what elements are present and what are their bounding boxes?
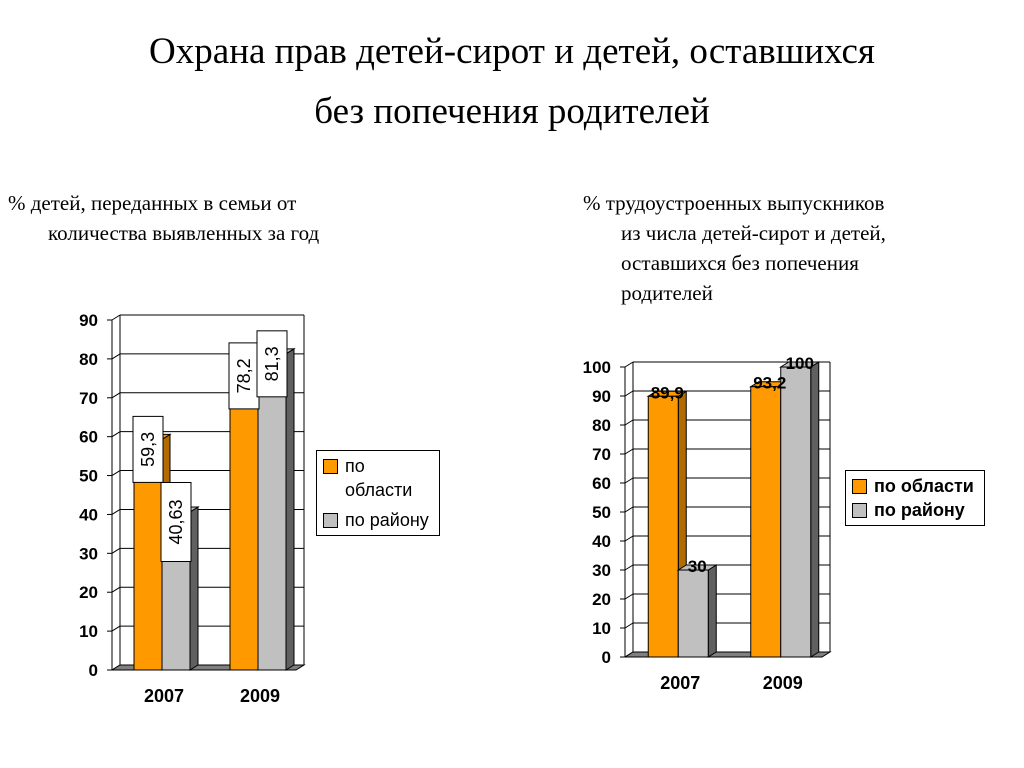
bar-front	[750, 386, 782, 658]
gridline-diagonal	[624, 361, 634, 368]
gridline-diagonal	[111, 509, 121, 515]
data-label: 40,63	[160, 481, 192, 562]
page-title: Охрана прав детей-сирот и детей, оставши…	[0, 22, 1024, 142]
y-tick-label: 100	[583, 358, 611, 377]
data-label: 81,3	[256, 330, 288, 398]
bar-side	[707, 564, 717, 658]
legend-item-oblast: по области	[852, 474, 978, 498]
data-label: 100	[786, 354, 814, 373]
gridline-diagonal	[624, 477, 634, 484]
legend-swatch-rayon	[323, 513, 338, 528]
y-tick-label: 30	[79, 544, 98, 563]
y-tick-label: 80	[592, 416, 611, 435]
right-caption-line-3: оставшихся без попечения	[621, 251, 859, 275]
data-label: 59,3	[132, 415, 164, 483]
chart-1: 0 10 20 30 40 50 60 70 80 90 2007 2009 59,3 40,63 78,2…	[79, 311, 306, 706]
gridline-diagonal	[111, 470, 121, 476]
y-tick-label: 70	[79, 389, 98, 408]
y-tick-label: 0	[89, 661, 98, 680]
left-caption-line-2: количества выявленных за год	[48, 221, 320, 245]
legend-label-oblast: по области	[345, 456, 413, 500]
y-tick-label: 20	[79, 583, 98, 602]
data-label-box	[160, 481, 192, 562]
y-tick-label: 70	[592, 445, 611, 464]
y-tick-label: 50	[592, 503, 611, 522]
data-label: 93,2	[753, 374, 786, 393]
bar-front	[677, 569, 709, 658]
gridline-diagonal	[111, 353, 121, 360]
y-tick-label: 40	[79, 505, 98, 524]
gridline-diagonal	[624, 593, 634, 600]
data-label-text: 40,63	[166, 499, 186, 544]
gridline-diagonal	[624, 390, 634, 397]
data-label: 78,2	[228, 342, 260, 410]
right-chart-legend: по области по району	[845, 470, 985, 526]
x-tick-label: 2007	[660, 673, 700, 693]
y-tick-label: 80	[79, 350, 98, 369]
left-chart-caption: % детей, переданных в семьи от количеств…	[8, 188, 438, 248]
bar-side	[810, 361, 820, 658]
bar-front	[257, 353, 287, 671]
gridline-diagonal	[111, 547, 121, 554]
x-tick-label: 2007	[144, 686, 184, 706]
right-caption-line-1: % трудоустроенных выпускников	[583, 191, 885, 215]
data-label-text: 59,3	[138, 432, 158, 467]
right-caption-line-2: из числа детей-сирот и детей,	[621, 221, 886, 245]
legend-swatch-oblast	[323, 459, 338, 474]
gridline-diagonal	[111, 586, 121, 593]
bar-front	[647, 395, 679, 658]
gridline-diagonal	[111, 392, 121, 399]
legend-label-oblast: по области	[874, 476, 974, 496]
legend-swatch-rayon	[852, 503, 867, 518]
y-tick-label: 90	[79, 311, 98, 330]
y-tick-label: 50	[79, 467, 98, 486]
y-tick-label: 10	[592, 619, 611, 638]
data-label-text: 78,2	[234, 358, 254, 393]
gridline-diagonal	[111, 625, 121, 632]
y-tick-label: 0	[602, 648, 611, 667]
gridline-diagonal	[624, 419, 634, 426]
bar-rayon-2007	[676, 564, 718, 658]
right-caption-line-4: родителей	[621, 281, 713, 305]
gridline-diagonal	[624, 564, 634, 571]
y-tick-label: 90	[592, 387, 611, 406]
y-tick-label: 10	[79, 622, 98, 641]
y-tick-label: 20	[592, 590, 611, 609]
x-tick-label: 2009	[763, 673, 803, 693]
chart-2: 0 10 20 30 40 50 60 70 80 90 100 2007 2009 89,9 30 93,2…	[583, 354, 832, 693]
y-tick-label: 60	[592, 474, 611, 493]
legend-item-rayon: по району	[852, 498, 978, 522]
y-tick-label: 30	[592, 561, 611, 580]
bar-front	[229, 365, 259, 671]
right-chart-caption: % трудоустроенных выпускников из числа д…	[583, 188, 1013, 308]
data-label: 30	[688, 557, 707, 576]
legend-item-oblast: по области	[323, 454, 433, 502]
bar-front	[780, 366, 812, 658]
data-label-text: 81,3	[262, 346, 282, 381]
x-tick-label: 2009	[240, 686, 280, 706]
legend-label-rayon: по району	[874, 500, 965, 520]
y-tick-label: 40	[592, 532, 611, 551]
gridline-diagonal	[111, 431, 121, 438]
data-label: 89,9	[651, 383, 684, 402]
left-chart-legend: по области по району	[316, 450, 440, 536]
legend-label-rayon: по району	[345, 510, 429, 530]
gridline-diagonal	[624, 535, 634, 542]
data-label-box	[228, 342, 260, 410]
left-caption-line-1: % детей, переданных в семьи от	[8, 191, 297, 215]
bar-rayon-2009	[779, 361, 821, 658]
title-line-1: Охрана прав детей-сирот и детей, оставши…	[149, 31, 875, 72]
gridline-diagonal	[111, 314, 121, 321]
y-tick-label: 60	[79, 428, 98, 447]
gridline-diagonal	[624, 622, 634, 629]
legend-item-rayon: по району	[323, 508, 433, 532]
gridline-diagonal	[624, 506, 634, 513]
data-label-box	[132, 415, 164, 483]
legend-swatch-oblast	[852, 479, 867, 494]
data-label-box	[256, 330, 288, 398]
title-line-2: без попечения родителей	[314, 91, 710, 132]
gridline-diagonal	[624, 448, 634, 455]
